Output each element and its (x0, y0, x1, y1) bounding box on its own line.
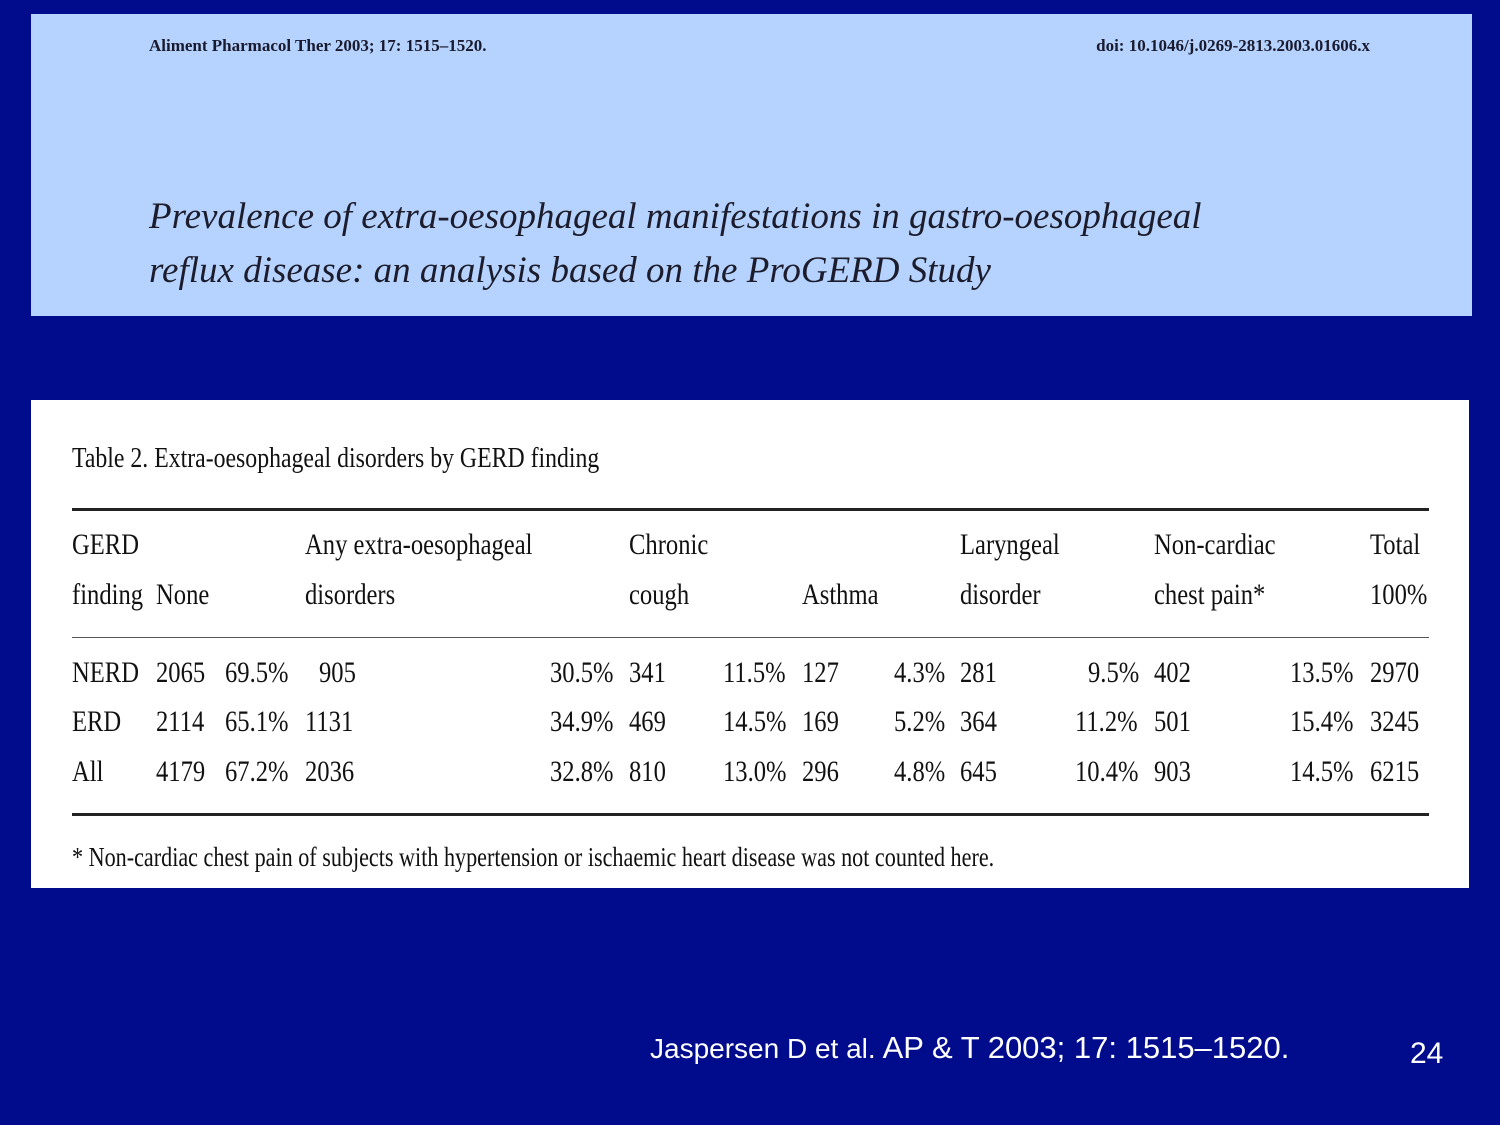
header-any-1: Any extra-oesophageal (305, 528, 533, 561)
cell-finding: ERD (72, 705, 122, 738)
table-footnote: * Non-cardiac chest pain of subjects wit… (72, 842, 995, 872)
cell-cough-pct: 13.0% (723, 755, 787, 788)
cell-laryngeal-n: 281 (960, 656, 997, 689)
cell-laryngeal-pct: 11.2% (1075, 705, 1138, 738)
cell-laryngeal-n: 645 (960, 755, 997, 788)
cell-cough-n: 810 (629, 755, 666, 788)
journal-reference: Aliment Pharmacol Ther 2003; 17: 1515–15… (149, 36, 487, 55)
header-none: None (156, 578, 210, 611)
cell-total: 3245 (1370, 705, 1420, 738)
table-bottom-rule (72, 813, 1429, 816)
article-title-line-1: Prevalence of extra-oesophageal manifest… (149, 196, 1202, 237)
article-title-line-2: reflux disease: an analysis based on the… (149, 250, 991, 291)
cell-any-pct: 34.9% (550, 705, 614, 738)
cell-total: 2970 (1370, 656, 1420, 689)
cell-chest-pct: 14.5% (1290, 755, 1354, 788)
cell-chest-n: 402 (1154, 656, 1191, 689)
table-top-rule (72, 508, 1429, 511)
cell-cough-n: 469 (629, 705, 666, 738)
table-header-rule (72, 637, 1429, 638)
header-laryngeal-1: Laryngeal (960, 528, 1060, 561)
cell-total: 6215 (1370, 755, 1420, 788)
header-chest-1: Non-cardiac (1154, 528, 1276, 561)
header-total-2: 100% (1370, 578, 1428, 611)
table-panel: Table 2. Extra-oesophageal disorders by … (31, 400, 1469, 888)
cell-finding: NERD (72, 656, 139, 689)
citation-authors: Jaspersen D et al. (650, 1033, 876, 1064)
cell-asthma-pct: 4.3% (894, 656, 946, 689)
cell-none-pct: 65.1% (225, 705, 289, 738)
cell-asthma-pct: 4.8% (894, 755, 946, 788)
page-number: 24 (1410, 1037, 1444, 1070)
doi-text: doi: 10.1046/j.0269-2813.2003.01606.x (1096, 36, 1370, 55)
cell-asthma-n: 296 (802, 755, 839, 788)
cell-none-n: 2065 (156, 656, 206, 689)
cell-asthma-n: 127 (802, 656, 839, 689)
header-cough-1: Chronic (629, 528, 709, 561)
cell-chest-pct: 13.5% (1290, 656, 1354, 689)
table-caption: Table 2. Extra-oesophageal disorders by … (72, 442, 600, 474)
cell-any-n: 2036 (305, 755, 355, 788)
cell-laryngeal-pct: 10.4% (1075, 755, 1139, 788)
cell-laryngeal-n: 364 (960, 705, 997, 738)
article-header-panel: Aliment Pharmacol Ther 2003; 17: 1515–15… (31, 14, 1472, 316)
header-chest-2: chest pain* (1154, 578, 1266, 611)
cell-chest-pct: 15.4% (1290, 705, 1354, 738)
header-gerd-1: GERD (72, 528, 139, 561)
cell-asthma-pct: 5.2% (894, 705, 946, 738)
citation: Jaspersen D et al. AP & T 2003; 17: 1515… (650, 1030, 1289, 1066)
header-asthma: Asthma (802, 578, 879, 611)
cell-any-pct: 32.8% (550, 755, 614, 788)
cell-chest-n: 501 (1154, 705, 1191, 738)
header-total-1: Total (1370, 528, 1421, 561)
cell-any-pct: 30.5% (550, 656, 614, 689)
header-any-2: disorders (305, 578, 396, 611)
header-laryngeal-2: disorder (960, 578, 1041, 611)
cell-any-n: 1131 (305, 705, 354, 738)
cell-finding: All (72, 755, 104, 788)
cell-chest-n: 903 (1154, 755, 1191, 788)
cell-none-n: 4179 (156, 755, 206, 788)
cell-cough-pct: 14.5% (723, 705, 787, 738)
cell-any-n: 905 (319, 656, 356, 689)
citation-source: AP & T 2003; 17: 1515–1520. (875, 1030, 1290, 1065)
cell-none-pct: 69.5% (225, 656, 289, 689)
header-gerd-2: finding (72, 578, 144, 611)
cell-cough-n: 341 (629, 656, 666, 689)
cell-laryngeal-pct: 9.5% (1088, 656, 1140, 689)
cell-none-pct: 67.2% (225, 755, 289, 788)
header-cough-2: cough (629, 578, 690, 611)
cell-asthma-n: 169 (802, 705, 839, 738)
cell-cough-pct: 11.5% (723, 656, 786, 689)
cell-none-n: 2114 (156, 705, 205, 738)
article-title: Prevalence of extra-oesophageal manifest… (149, 190, 1409, 298)
